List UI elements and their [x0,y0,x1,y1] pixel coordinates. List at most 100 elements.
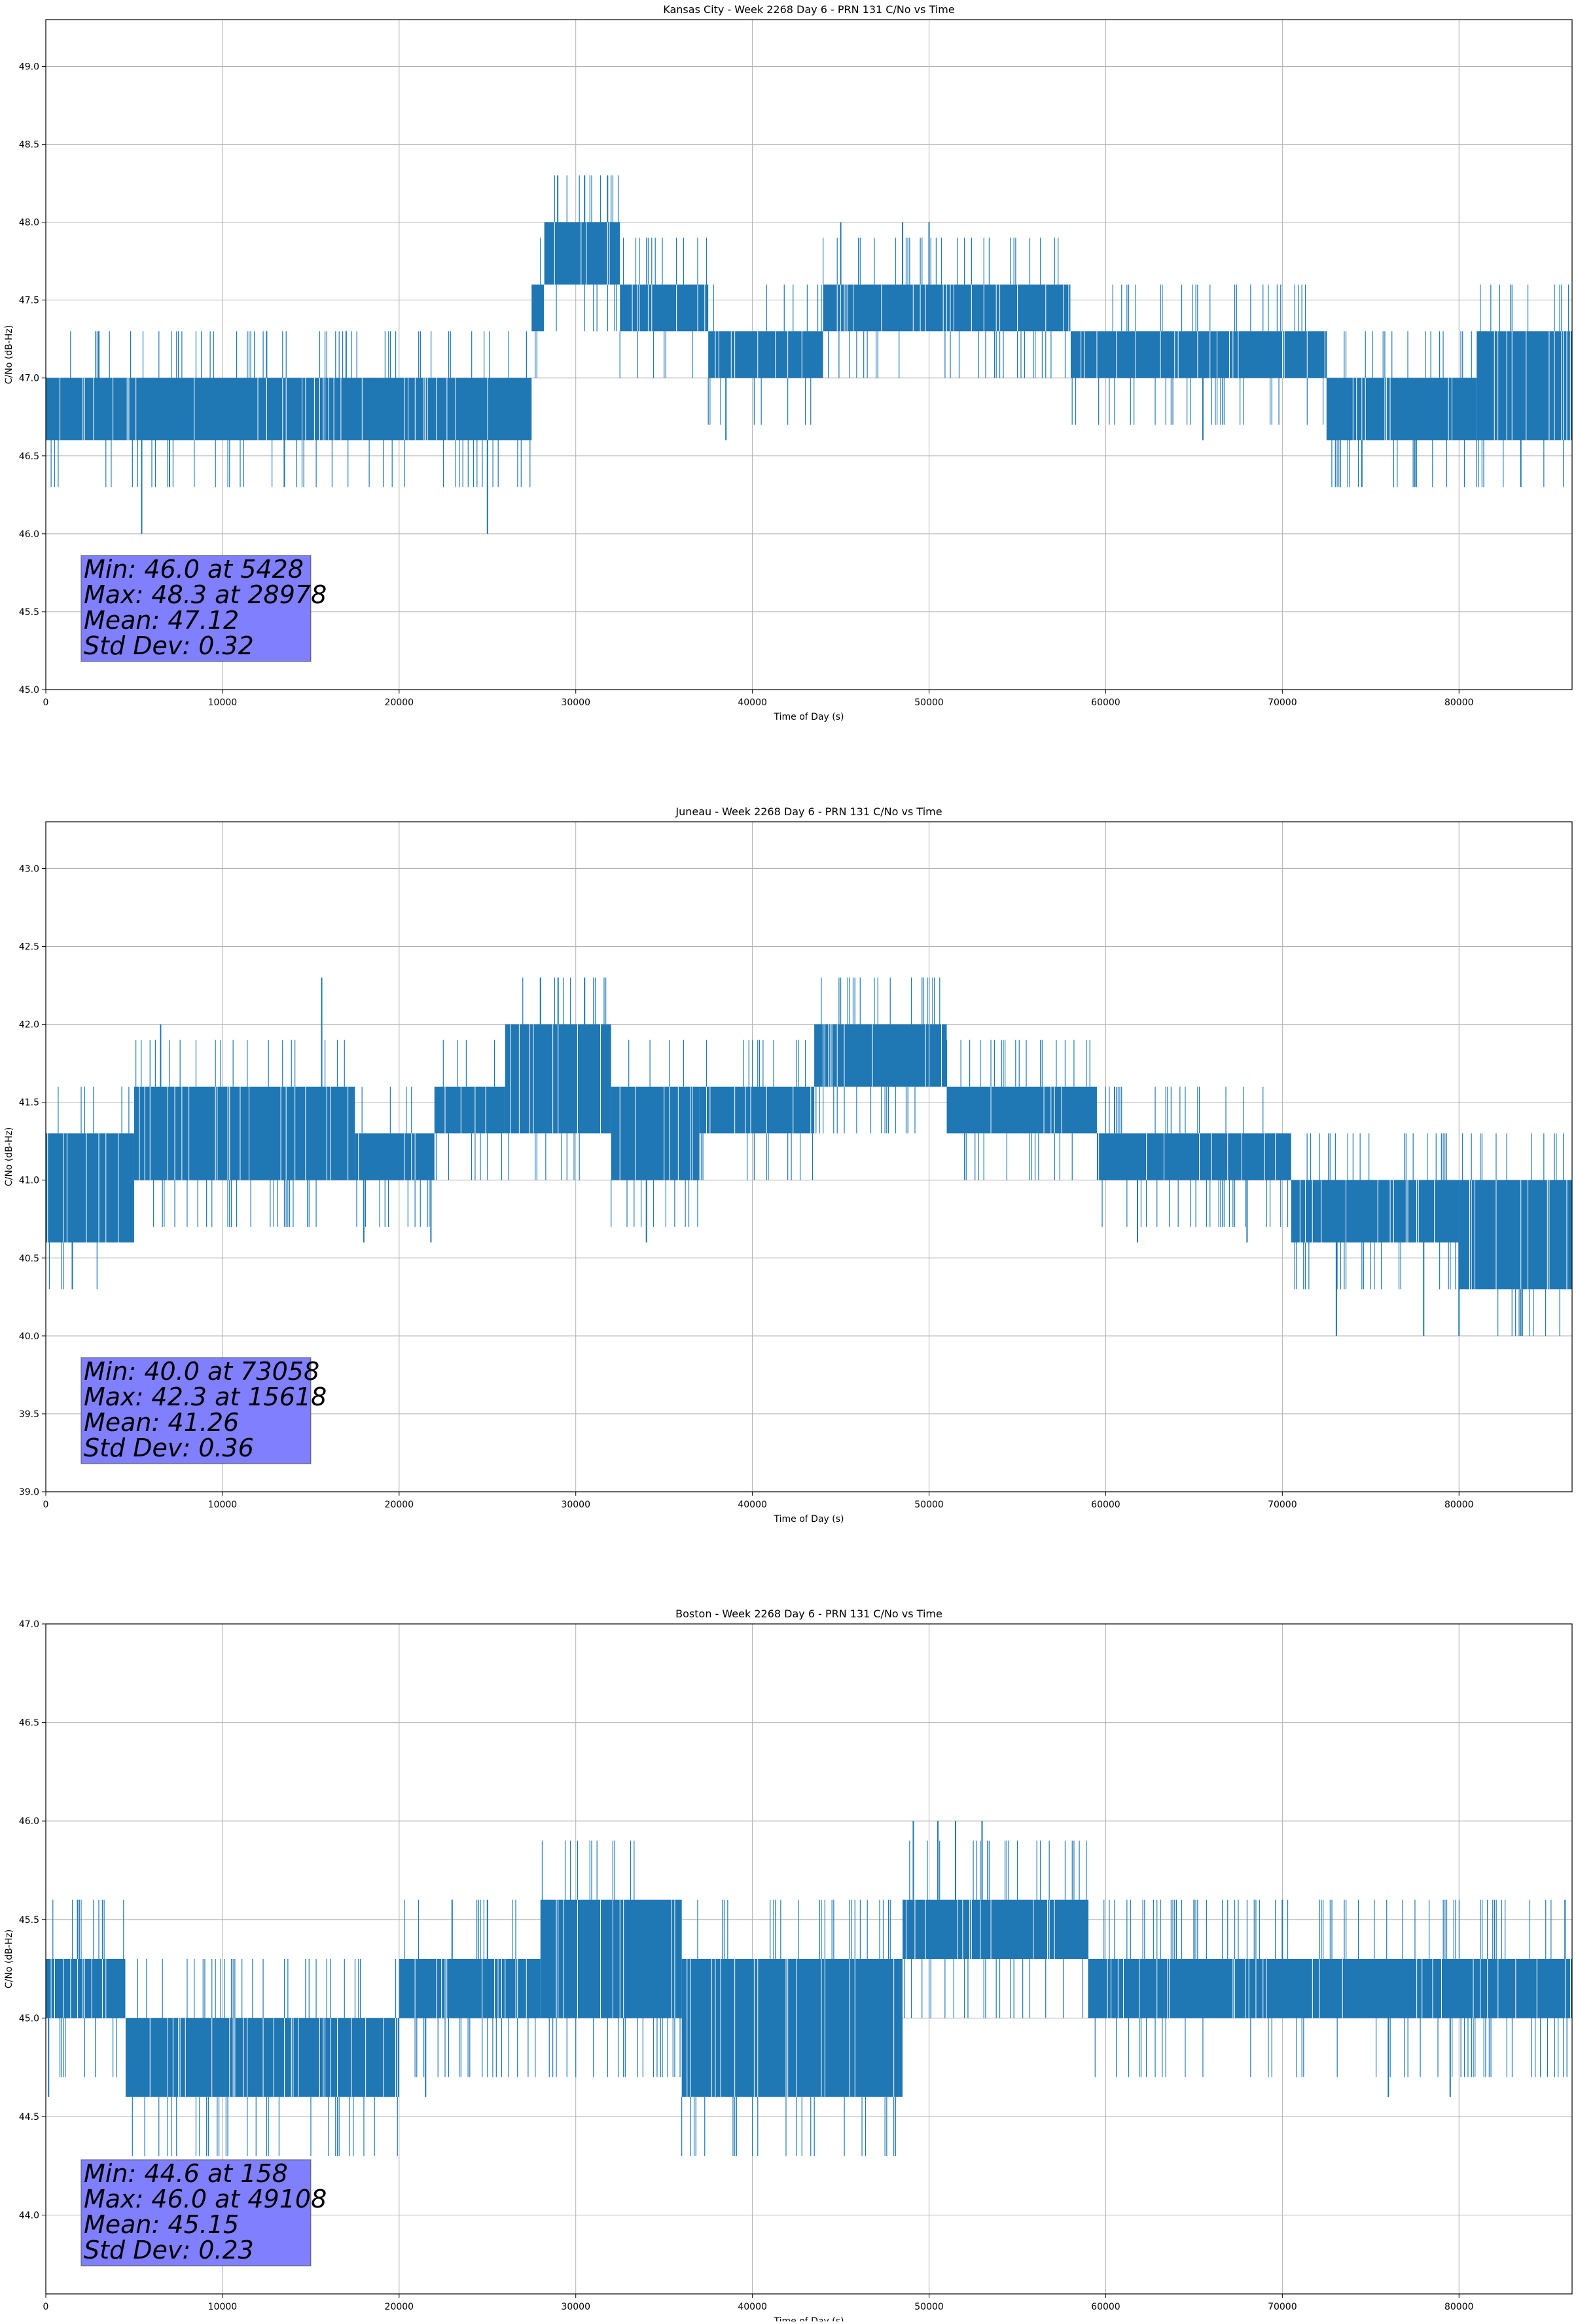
x-tick-label: 0 [43,1500,49,1510]
x-tick-label: 20000 [385,1500,414,1510]
chart-title: Kansas City - Week 2268 Day 6 - PRN 131 … [663,3,954,16]
data-band [46,1959,126,2018]
data-band [355,1133,435,1180]
x-tick-label: 30000 [561,2302,590,2312]
data-band [434,1086,505,1134]
x-tick-label: 0 [43,697,49,708]
y-tick-label: 39.0 [19,1487,39,1498]
y-tick-label: 43.0 [19,864,39,874]
chart-panel-2: Juneau - Week 2268 Day 6 - PRN 131 C/No … [4,805,1573,1524]
x-tick-label: 60000 [1091,697,1120,708]
chart-panel-3: Boston - Week 2268 Day 6 - PRN 131 C/No … [4,1608,1573,2324]
y-tick-label: 41.0 [19,1176,39,1186]
chart-panel-1: Kansas City - Week 2268 Day 6 - PRN 131 … [4,3,1573,722]
data-band [1096,1133,1291,1180]
x-tick-label: 10000 [208,697,238,708]
x-tick-label: 10000 [208,2302,238,2312]
data-band [46,378,532,440]
x-tick-label: 60000 [1091,1500,1120,1510]
y-tick-label: 44.0 [19,2211,39,2221]
stats-box-bg [81,555,312,662]
stat-mean: Mean: 41.26 [84,1408,239,1437]
y-tick-label: 49.0 [19,62,39,72]
y-axis-label: C/No (dB-Hz) [4,1127,14,1186]
y-axis-label: C/No (dB-Hz) [4,325,14,384]
x-tick-label: 20000 [385,2302,414,2312]
x-tick-label: 70000 [1268,1500,1297,1510]
series-cno [46,977,1572,1336]
y-tick-label: 48.0 [19,218,39,228]
data-band [46,1133,134,1242]
y-axis-label: C/No (dB-Hz) [4,1929,14,1988]
stat-std: Std Dev: 0.23 [84,2236,254,2264]
y-tick-label: 45.0 [19,2013,39,2024]
stat-std: Std Dev: 0.36 [84,1434,254,1462]
chart-title: Juneau - Week 2268 Day 6 - PRN 131 C/No … [675,805,942,818]
x-tick-label: 50000 [914,1500,944,1510]
data-band [611,1086,700,1180]
stat-max: Max: 42.3 at 15618 [84,1382,327,1411]
data-band [125,2018,399,2097]
y-tick-label: 44.5 [19,2112,39,2122]
data-band [1088,1959,1572,2018]
stat-min: Min: 40.0 at 73058 [84,1357,319,1386]
data-band [399,1959,541,2018]
y-tick-label: 47.5 [19,296,39,306]
y-tick-label: 42.0 [19,1020,39,1030]
data-band [681,1959,903,2097]
axes-frame [45,1623,1573,2295]
stat-std: Std Dev: 0.32 [84,631,254,660]
axes-frame [45,19,1573,690]
y-tick-label: 45.5 [19,1915,39,1926]
chart-title: Boston - Week 2268 Day 6 - PRN 131 C/No … [675,1608,942,1620]
x-tick-label: 60000 [1091,2302,1120,2312]
x-tick-label: 70000 [1268,2302,1297,2312]
data-band [134,1086,355,1180]
y-tick-label: 46.5 [19,1718,39,1729]
y-tick-label: 40.5 [19,1254,39,1264]
x-tick-label: 40000 [738,1500,767,1510]
x-tick-label: 0 [43,2302,49,2312]
x-tick-label: 80000 [1444,1500,1474,1510]
data-band [699,1086,815,1134]
series-cno [46,1821,1572,2157]
x-tick-label: 80000 [1444,2302,1474,2312]
y-tick-label: 47.0 [19,1619,39,1630]
x-tick-label: 40000 [738,2302,767,2312]
stat-max: Max: 48.3 at 28978 [84,580,327,609]
x-tick-label: 50000 [914,2302,944,2312]
data-band [540,1899,682,2018]
data-band [1326,378,1477,440]
stat-min: Min: 46.0 at 5428 [84,555,304,584]
y-tick-label: 40.0 [19,1331,39,1342]
x-axis-label: Time of Day (s) [774,712,844,722]
data-band [531,284,545,332]
y-tick-label: 46.0 [19,1816,39,1827]
y-tick-label: 47.0 [19,374,39,384]
axes-frame [45,821,1573,1492]
data-band [903,1899,1088,1959]
data-band [814,1024,947,1087]
y-tick-label: 41.5 [19,1098,39,1108]
x-tick-label: 80000 [1444,697,1474,708]
data-band [620,284,709,332]
data-band [1291,1180,1460,1242]
x-tick-label: 70000 [1268,697,1297,708]
x-tick-label: 40000 [738,697,767,708]
y-tick-label: 46.5 [19,451,39,462]
series-cno [46,175,1572,534]
x-tick-label: 20000 [385,697,414,708]
y-tick-label: 45.0 [19,685,39,695]
stat-max: Max: 46.0 at 49108 [84,2185,327,2213]
y-tick-label: 39.5 [19,1409,39,1420]
y-tick-label: 48.5 [19,140,39,150]
x-tick-label: 30000 [561,1500,590,1510]
data-band [1477,331,1572,440]
data-band [1070,331,1327,378]
data-band [946,1086,1097,1134]
